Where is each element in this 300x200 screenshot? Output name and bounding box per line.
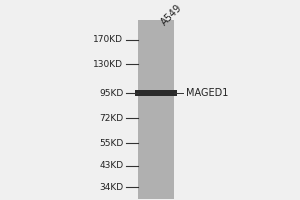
Text: 72KD: 72KD: [99, 114, 123, 123]
Text: 95KD: 95KD: [99, 89, 123, 98]
Text: MAGED1: MAGED1: [186, 88, 228, 98]
Text: 170KD: 170KD: [93, 35, 123, 44]
Bar: [135, 90, 177, 96]
Text: 34KD: 34KD: [99, 183, 123, 192]
Text: 43KD: 43KD: [99, 161, 123, 170]
Text: 55KD: 55KD: [99, 139, 123, 148]
Text: 130KD: 130KD: [93, 60, 123, 69]
Bar: [138, 20, 174, 199]
Text: A549: A549: [159, 2, 184, 27]
